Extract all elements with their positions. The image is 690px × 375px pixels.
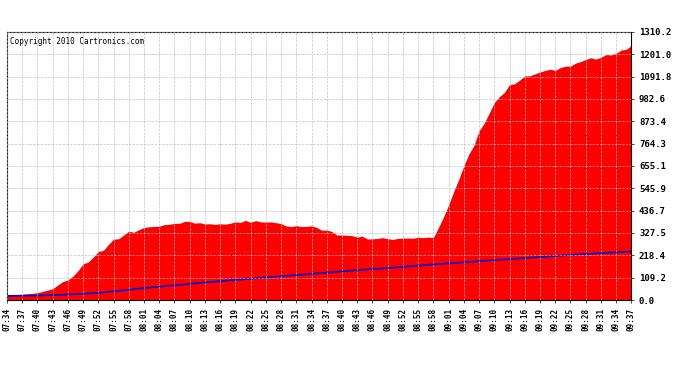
Text: Copyright 2010 Cartronics.com: Copyright 2010 Cartronics.com — [10, 37, 144, 46]
Text: East Array Power (watts red) & Effective Solar Radiation (W/m2 blue) Wed Dec 15 : East Array Power (watts red) & Effective… — [3, 11, 522, 21]
